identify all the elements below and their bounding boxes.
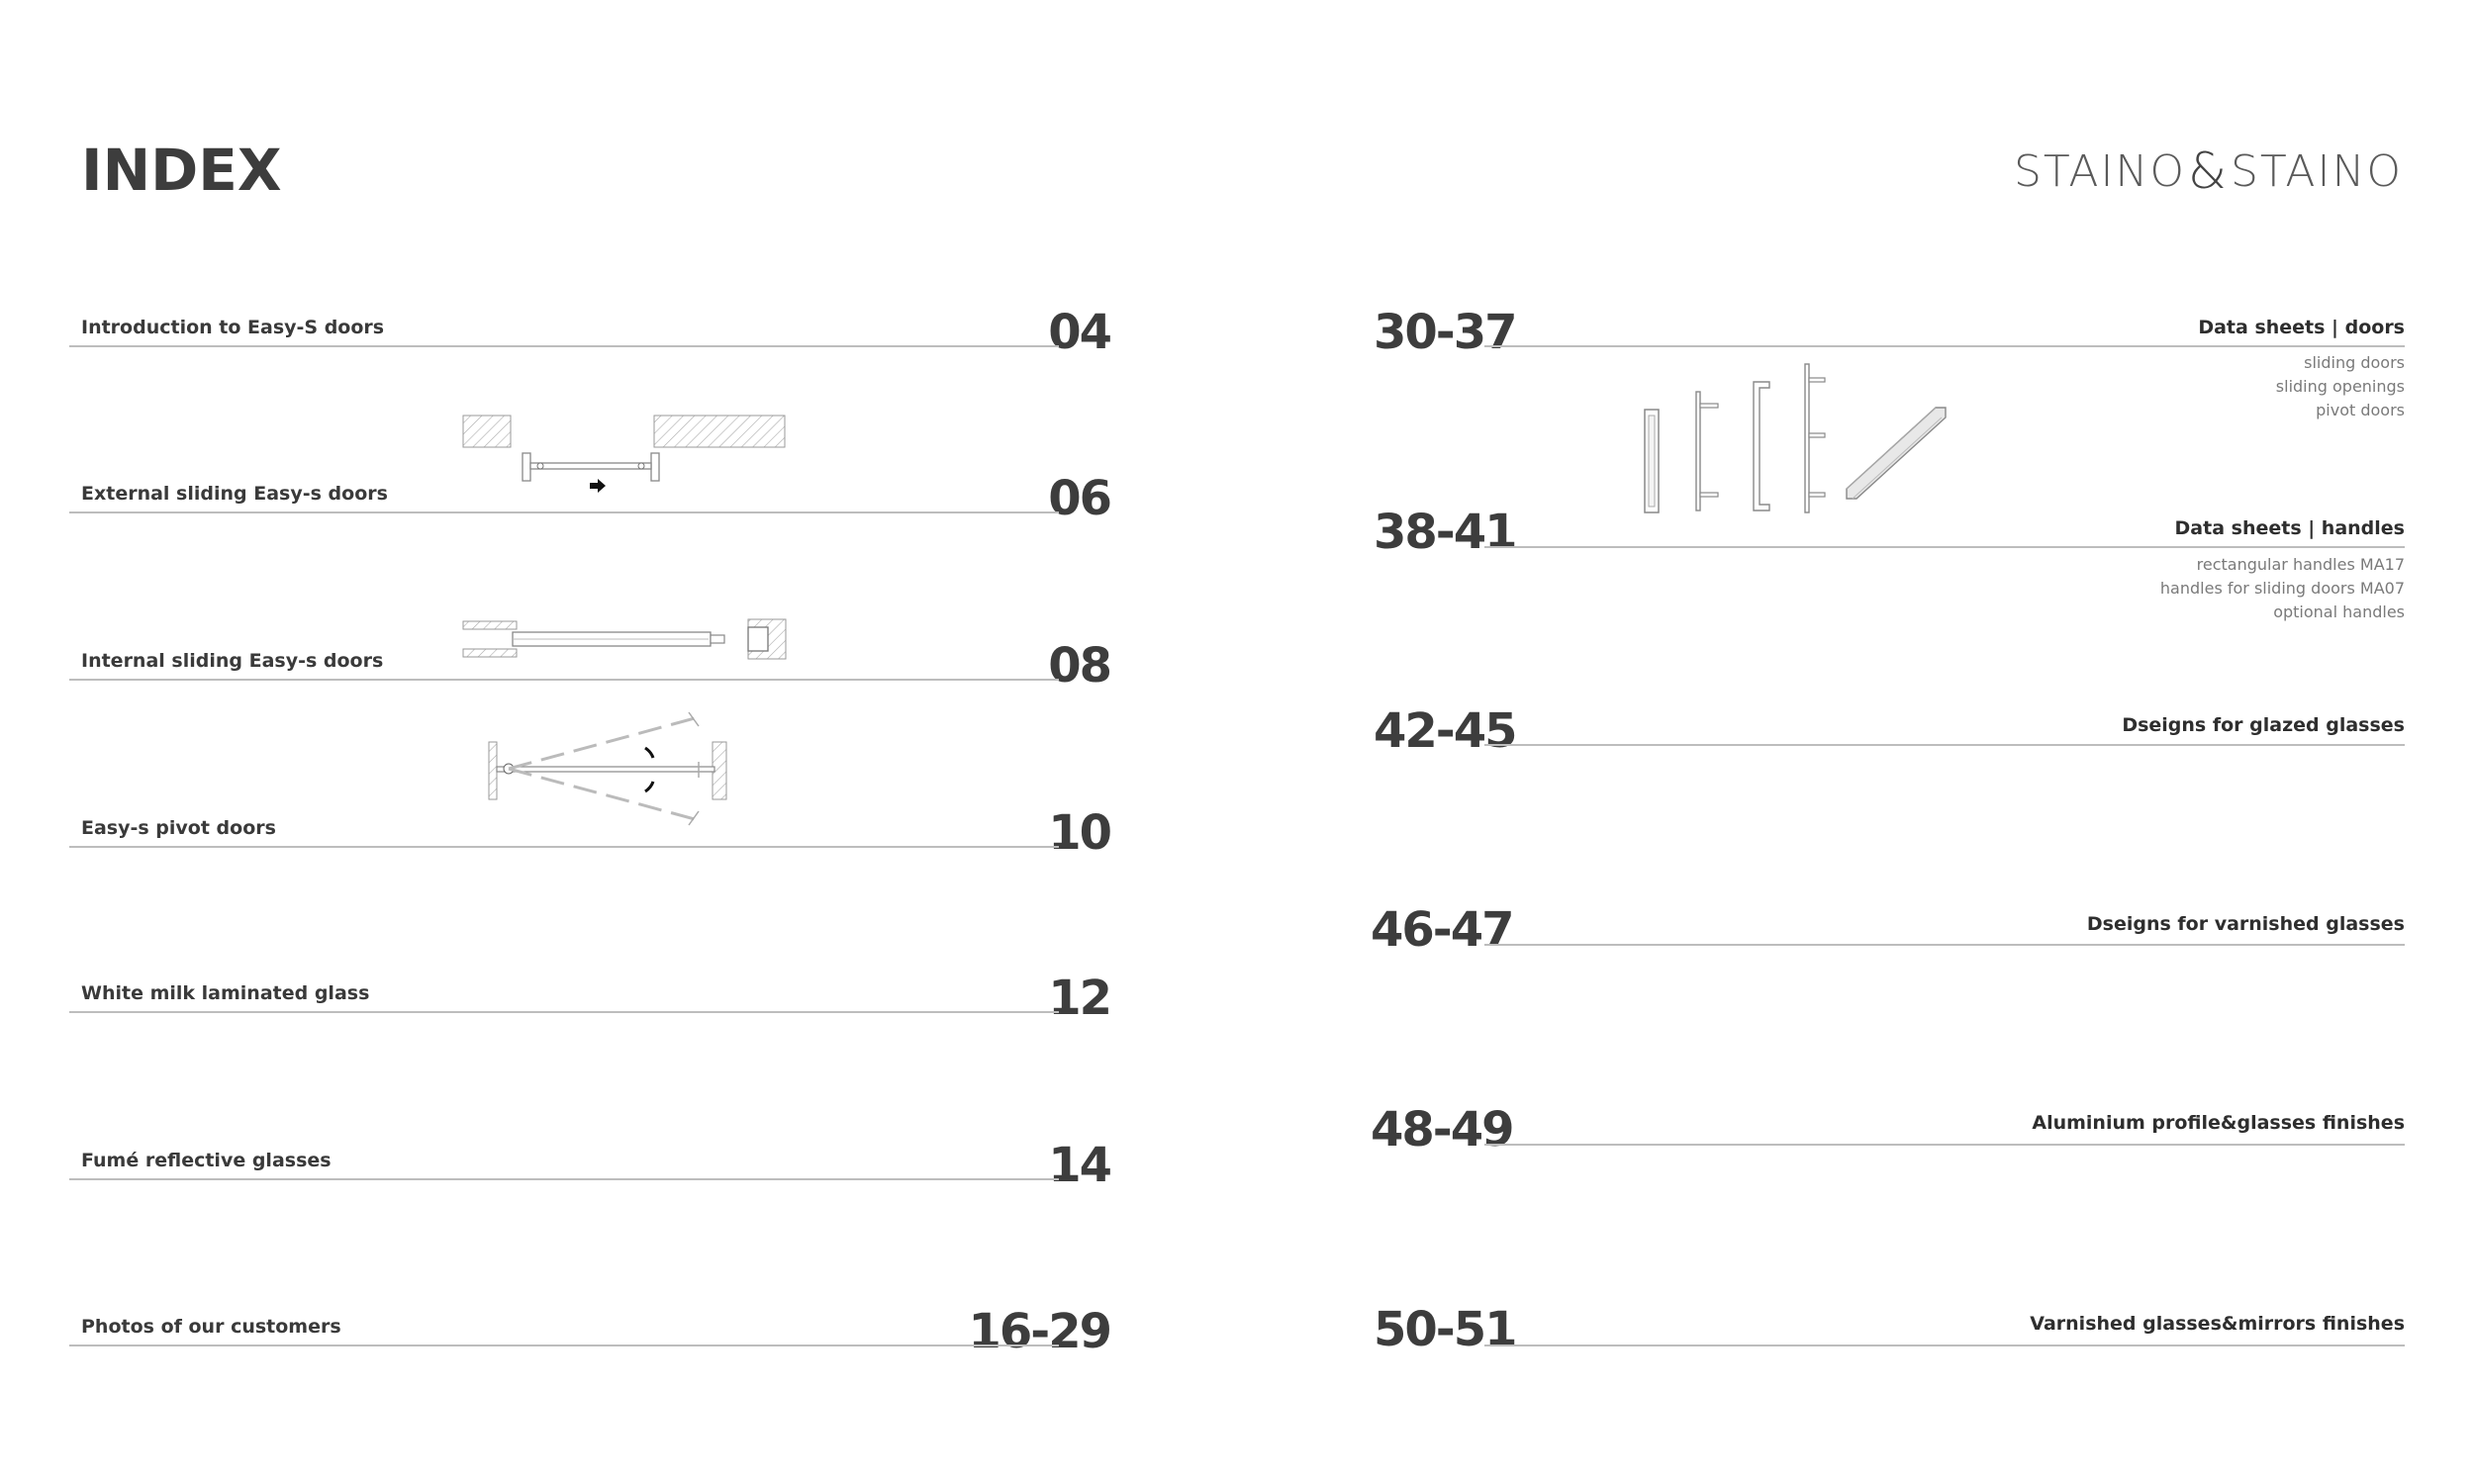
entry-label: Data sheets | doors	[2198, 317, 2405, 338]
entry-page-number: 46-47	[1371, 902, 1515, 958]
logo-right-text: STAINO	[2230, 145, 2403, 197]
entry-subitem: rectangular handles MA17	[2196, 555, 2405, 574]
entry-label: Fumé reflective glasses	[81, 1150, 332, 1171]
pivot-door-drawing-icon	[488, 711, 727, 826]
entry-divider	[1484, 1345, 2405, 1346]
entry-label: Photos of our customers	[81, 1316, 341, 1338]
entry-divider	[69, 679, 1059, 681]
entry-page-number: 06	[1048, 471, 1112, 526]
logo-left-text: STAINO	[2013, 145, 2186, 197]
entry-label: Data sheets | handles	[2174, 517, 2405, 539]
entry-page-number: 08	[1048, 638, 1112, 694]
entry-page-number: 38-41	[1374, 505, 1518, 560]
entry-page-number: 30-37	[1374, 305, 1518, 360]
internal-sliding-door-drawing-icon	[462, 618, 787, 660]
entry-divider	[1484, 1144, 2405, 1146]
entry-label: Easy-s pivot doors	[81, 817, 276, 839]
entry-subitem: pivot doors	[2316, 401, 2405, 419]
entry-page-number: 04	[1048, 305, 1112, 360]
external-sliding-door-drawing-icon	[462, 415, 786, 493]
entry-page-number: 48-49	[1371, 1102, 1515, 1158]
entry-page-number: 12	[1048, 971, 1112, 1026]
entry-divider	[69, 846, 1059, 848]
entry-label: White milk laminated glass	[81, 982, 370, 1004]
entry-label: Aluminium profile&glasses finishes	[2032, 1112, 2405, 1134]
entry-label: Dseigns for varnished glasses	[2086, 913, 2405, 935]
entry-subitem: sliding doors	[2304, 353, 2405, 372]
entry-subitem: optional handles	[2273, 603, 2405, 621]
brand-logo: STAINO & STAINO	[2014, 142, 2403, 200]
entry-label: Introduction to Easy-S doors	[81, 317, 385, 338]
entry-label: External sliding Easy-s doors	[81, 483, 388, 505]
entry-divider	[1484, 546, 2405, 548]
entry-divider	[1484, 345, 2405, 347]
entry-page-number: 42-45	[1374, 703, 1518, 759]
entry-divider	[69, 511, 1059, 513]
page-title: INDEX	[81, 137, 282, 204]
entry-divider	[69, 1011, 1059, 1013]
entry-divider	[69, 1178, 1059, 1180]
entry-divider	[69, 345, 1059, 347]
handles-drawing-icon	[1644, 363, 1947, 513]
logo-ampersand: &	[2187, 142, 2229, 200]
entry-divider	[1484, 744, 2405, 746]
entry-divider	[1484, 944, 2405, 946]
entry-page-number: 10	[1048, 805, 1112, 861]
entry-subitem: handles for sliding doors MA07	[2159, 579, 2405, 598]
entry-label: Dseigns for glazed glasses	[2122, 714, 2405, 736]
entry-page-number: 14	[1048, 1138, 1112, 1193]
entry-divider	[69, 1345, 1059, 1346]
entry-label: Varnished glasses&mirrors finishes	[2030, 1313, 2405, 1335]
entry-subitem: sliding openings	[2275, 377, 2405, 396]
entry-page-number: 16-29	[968, 1304, 1112, 1359]
entry-label: Internal sliding Easy-s doors	[81, 650, 384, 672]
